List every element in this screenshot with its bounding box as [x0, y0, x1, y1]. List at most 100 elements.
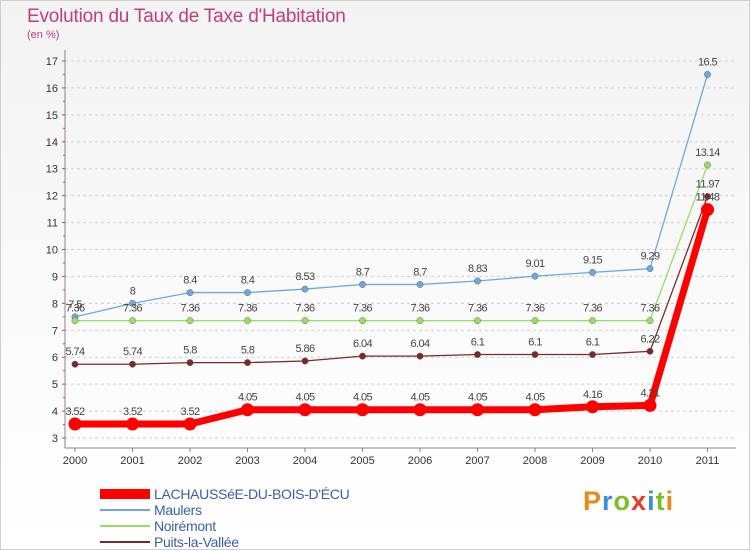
series-line — [74, 195, 709, 365]
data-point — [701, 203, 714, 217]
y-tick-label: 9 — [52, 271, 58, 283]
data-point — [68, 417, 82, 431]
axes: 3 4 5 6 7 8 9 10 11 12 13 14 15 16 17 2000 2001 2002 2003 2… — [46, 50, 736, 467]
data-label: 3.52 — [123, 406, 142, 418]
data-point — [129, 317, 136, 324]
x-tick-label: 2010 — [638, 455, 662, 467]
x-tick-label: 2007 — [465, 455, 489, 467]
data-point — [301, 285, 309, 293]
data-label: 7.36 — [410, 303, 429, 315]
data-label: 5.74 — [123, 346, 142, 358]
data-label: 7.36 — [353, 303, 372, 315]
legend-item: Puits-la-Vallée — [100, 534, 239, 550]
y-tick-label: 11 — [47, 218, 58, 230]
data-label: 7.36 — [640, 303, 659, 315]
data-label: 8 — [130, 285, 136, 297]
x-tick-label: 2002 — [178, 455, 202, 467]
legend-item: Noirémont — [100, 518, 216, 534]
data-point — [531, 351, 539, 358]
y-tick-label: 3 — [52, 433, 58, 445]
data-label: 8.4 — [183, 275, 197, 287]
y-tick-label: 6 — [52, 352, 58, 364]
logo-letter: o — [613, 486, 632, 516]
x-tick-label: 2008 — [523, 455, 547, 467]
data-point — [413, 403, 427, 417]
data-label: 8.7 — [356, 267, 370, 279]
data-point — [704, 71, 711, 78]
legend-label: Puits-la-Vallée — [154, 534, 239, 550]
proxiti-logo: Proxiti — [583, 486, 674, 517]
data-label: 7.5 — [68, 299, 82, 311]
data-point — [301, 317, 309, 324]
data-point — [646, 347, 654, 355]
legend-item: LACHAUSSéE-DU-BOIS-D'ÉCU — [100, 486, 350, 502]
data-point — [471, 403, 484, 417]
data-label: 8.4 — [241, 275, 255, 287]
data-label: 4.05 — [353, 392, 372, 404]
data-label: 7.36 — [468, 303, 487, 315]
legend-swatch — [100, 541, 150, 543]
data-label: 4.05 — [525, 392, 544, 404]
y-tick-label: 16 — [46, 83, 58, 95]
data-label: 6.04 — [353, 338, 372, 350]
logo-letter: i — [665, 486, 675, 516]
data-point — [126, 417, 139, 431]
data-point — [186, 317, 194, 324]
y-tick-label: 7 — [52, 325, 58, 337]
data-point — [643, 398, 657, 412]
data-point — [244, 289, 251, 296]
data-label: 5.86 — [295, 343, 314, 355]
data-label: 6.1 — [528, 337, 542, 349]
data-point — [359, 352, 366, 360]
chart-title: Evolution du Taux de Taxe d'Habitation — [27, 6, 346, 27]
data-point — [646, 265, 654, 273]
y-tick-label: 14 — [46, 137, 58, 149]
grid-lines — [65, 60, 736, 439]
data-label: 7.36 — [65, 303, 84, 315]
data-point — [474, 277, 481, 285]
data-label: 11.97 — [696, 178, 720, 190]
data-label: 4.05 — [295, 392, 314, 404]
x-tick-label: 2011 — [696, 455, 720, 467]
series-line — [74, 73, 709, 318]
y-tick-label: 15 — [46, 110, 58, 122]
data-label: 6.1 — [586, 337, 600, 349]
data-point — [241, 403, 254, 417]
data-label: 5.74 — [65, 346, 84, 358]
y-tick-label: 17 — [46, 56, 58, 68]
data-point — [416, 352, 424, 360]
data-label: 4.05 — [468, 392, 487, 404]
data-point — [416, 281, 424, 288]
data-point — [244, 317, 251, 324]
data-label: 9.29 — [640, 251, 659, 263]
data-point — [646, 317, 654, 324]
data-label: 6.22 — [640, 333, 659, 345]
data-point — [528, 403, 542, 417]
data-label: 8.7 — [413, 267, 427, 279]
series-line — [74, 164, 709, 322]
data-point — [244, 359, 251, 366]
legend-swatch — [100, 509, 150, 511]
data-point — [186, 359, 194, 366]
data-point — [474, 317, 481, 324]
data-label: 8.53 — [295, 271, 314, 283]
data-point — [298, 403, 312, 417]
series-lines — [68, 71, 714, 431]
data-label: 7.36 — [238, 303, 257, 315]
data-point — [704, 193, 711, 200]
data-point — [531, 272, 539, 280]
data-label: 3.52 — [65, 406, 84, 418]
legend-label: LACHAUSSéE-DU-BOIS-D'ÉCU — [154, 486, 350, 502]
series-line — [71, 206, 711, 428]
data-label: 7.36 — [123, 303, 142, 315]
logo-letter: x — [631, 486, 648, 516]
legend-item: Maulers — [100, 502, 202, 518]
data-point — [589, 317, 596, 324]
data-point — [589, 351, 596, 358]
data-label: 5.8 — [241, 345, 255, 357]
data-point — [704, 161, 711, 169]
data-label: 7.36 — [583, 303, 602, 315]
data-point — [589, 268, 596, 276]
data-label: 4.05 — [238, 392, 257, 404]
data-labels: 3.52 3.52 3.52 4.05 4.05 4.05 4.05 4.05 4.05 4.16… — [65, 56, 720, 418]
